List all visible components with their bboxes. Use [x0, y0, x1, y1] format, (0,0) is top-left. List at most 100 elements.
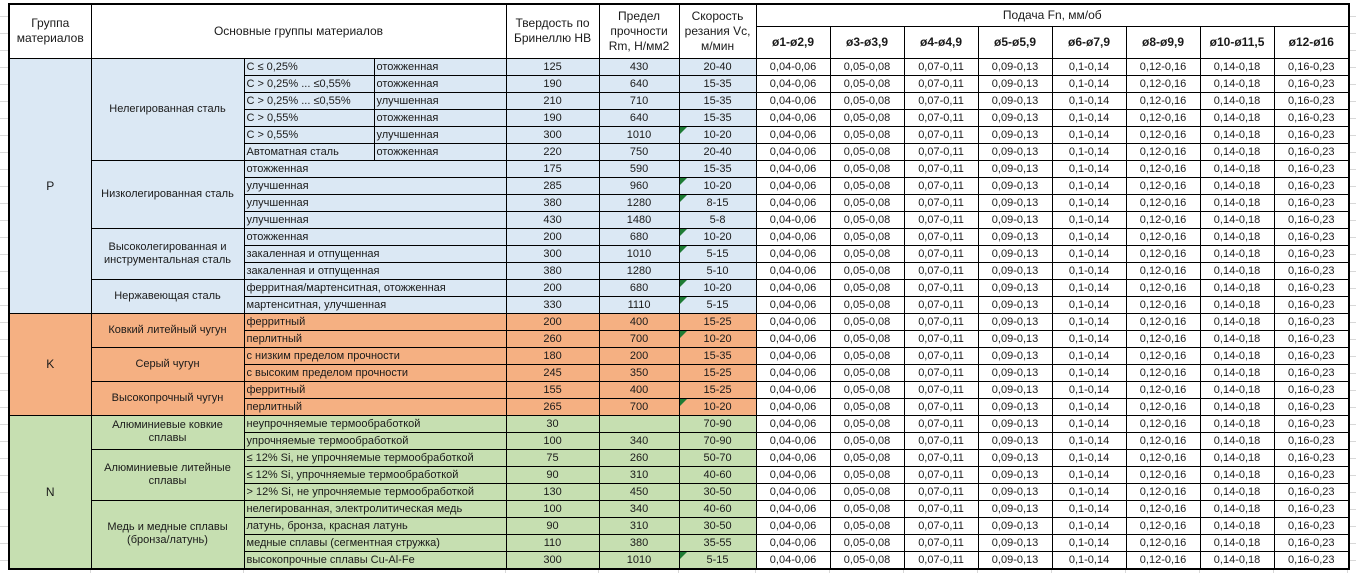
strength-cell: 710	[598, 91, 680, 110]
material-description-cell: закаленная и отпущенная	[243, 261, 507, 280]
material-description-cell: медные сплавы (сегментная стружка)	[243, 533, 507, 552]
feed-value-cell: 0,04-0,06	[755, 312, 831, 331]
feed-value-cell: 0,12-0,16	[1125, 142, 1201, 161]
strength-cell: 310	[598, 465, 680, 484]
feed-value-cell: 0,09-0,13	[977, 363, 1053, 382]
strength-cell: 1480	[598, 210, 680, 229]
feed-value-cell: 0,14-0,18	[1199, 244, 1275, 263]
feed-value-cell: 0,05-0,08	[829, 210, 905, 229]
feed-value-cell: 0,04-0,06	[755, 414, 831, 433]
material-description-cell: отожженная	[243, 227, 507, 246]
feed-value-cell: 0,16-0,23	[1273, 550, 1350, 569]
material-description-cell: высокопрочные сплавы Cu-Al-Fe	[243, 550, 507, 569]
feed-value-cell: 0,12-0,16	[1125, 278, 1201, 297]
feed-value-cell: 0,04-0,06	[755, 363, 831, 382]
feed-value-cell: 0,07-0,11	[903, 74, 979, 93]
strength-cell: 1010	[598, 244, 680, 263]
left-gridline-gutter	[0, 0, 8, 573]
material-description-cell: улучшенная	[243, 176, 507, 195]
feed-value-cell: 0,14-0,18	[1199, 125, 1275, 144]
feed-value-cell: 0,12-0,16	[1125, 550, 1201, 569]
feed-value-cell: 0,07-0,11	[903, 397, 979, 416]
feed-value-cell: 0,1-0,14	[1051, 261, 1127, 280]
feed-value-cell: 0,14-0,18	[1199, 278, 1275, 297]
feed-value-cell: 0,16-0,23	[1273, 91, 1350, 110]
feed-value-cell: 0,07-0,11	[903, 57, 979, 76]
cutting-speed-cell: 5-10	[678, 261, 757, 280]
feed-value-cell: 0,1-0,14	[1051, 482, 1127, 501]
feed-value-cell: 0,09-0,13	[977, 550, 1053, 569]
strength-cell: 640	[598, 108, 680, 127]
feed-value-cell: 0,1-0,14	[1051, 227, 1127, 246]
hardness-cell: 190	[505, 74, 600, 93]
strength-cell: 400	[598, 380, 680, 399]
feed-value-cell: 0,04-0,06	[755, 210, 831, 229]
feed-value-cell: 0,12-0,16	[1125, 397, 1201, 416]
feed-value-cell: 0,14-0,18	[1199, 397, 1275, 416]
feed-value-cell: 0,1-0,14	[1051, 244, 1127, 263]
material-group-name-cell: Низколегированная сталь	[90, 159, 245, 229]
feed-value-cell: 0,14-0,18	[1199, 380, 1275, 399]
feed-value-cell: 0,12-0,16	[1125, 482, 1201, 501]
feed-value-cell: 0,12-0,16	[1125, 414, 1201, 433]
feed-value-cell: 0,07-0,11	[903, 244, 979, 263]
feed-value-cell: 0,05-0,08	[829, 329, 905, 348]
green-corner-marker-icon	[680, 229, 687, 236]
feed-value-cell: 0,07-0,11	[903, 448, 979, 467]
hardness-cell: 300	[505, 125, 600, 144]
feed-value-cell: 0,05-0,08	[829, 448, 905, 467]
material-group-name-cell: Алюминиевые ковкие сплавы	[90, 414, 245, 450]
feed-value-cell: 0,16-0,23	[1273, 465, 1350, 484]
group-letter-cell: K	[8, 312, 92, 416]
feed-value-cell: 0,1-0,14	[1051, 346, 1127, 365]
material-description-cell: мартенситная, улучшенная	[243, 295, 507, 314]
feed-value-cell: 0,12-0,16	[1125, 448, 1201, 467]
feed-value-cell: 0,05-0,08	[829, 397, 905, 416]
feed-value-cell: 0,16-0,23	[1273, 329, 1350, 348]
cutting-speed-cell: 15-35	[678, 74, 757, 93]
feed-value-cell: 0,16-0,23	[1273, 159, 1350, 178]
feed-value-cell: 0,09-0,13	[977, 329, 1053, 348]
hardness-cell: 200	[505, 227, 600, 246]
feed-value-cell: 0,07-0,11	[903, 533, 979, 552]
feed-value-cell: 0,05-0,08	[829, 244, 905, 263]
feed-value-cell: 0,16-0,23	[1273, 193, 1350, 212]
cutting-speed-cell: 15-35	[678, 108, 757, 127]
feed-value-cell: 0,14-0,18	[1199, 465, 1275, 484]
strength-cell: 1280	[598, 193, 680, 212]
carbon-content-cell: C > 0,55%	[243, 125, 375, 144]
feed-value-cell: 0,16-0,23	[1273, 363, 1350, 382]
hardness-cell: 155	[505, 380, 600, 399]
strength-cell: 350	[598, 363, 680, 382]
strength-cell	[598, 414, 680, 433]
feed-value-cell: 0,16-0,23	[1273, 380, 1350, 399]
feed-value-cell: 0,04-0,06	[755, 329, 831, 348]
material-group-name-cell: Алюминиевые литейные сплавы	[90, 448, 245, 501]
feed-value-cell: 0,05-0,08	[829, 431, 905, 450]
hardness-cell: 285	[505, 176, 600, 195]
feed-value-cell: 0,1-0,14	[1051, 278, 1127, 297]
feed-value-cell: 0,12-0,16	[1125, 346, 1201, 365]
material-description-cell: перлитный	[243, 329, 507, 348]
material-description-cell: неупрочняемые термообработкой	[243, 414, 507, 433]
feed-value-cell: 0,16-0,23	[1273, 448, 1350, 467]
header-feed-diameter: ø5-ø5,9	[977, 25, 1053, 59]
feed-value-cell: 0,09-0,13	[977, 380, 1053, 399]
material-group-name-cell: Нелегированная сталь	[90, 57, 245, 161]
carbon-content-cell: C > 0,25% ... ≤0,55%	[243, 74, 375, 93]
hardness-cell: 260	[505, 329, 600, 348]
feed-value-cell: 0,12-0,16	[1125, 516, 1201, 535]
feed-value-cell: 0,04-0,06	[755, 448, 831, 467]
cutting-speed-cell: 20-40	[678, 142, 757, 161]
strength-cell: 340	[598, 499, 680, 518]
feed-value-cell: 0,16-0,23	[1273, 278, 1350, 297]
material-group-name-cell: Высокопрочный чугун	[90, 380, 245, 416]
feed-value-cell: 0,04-0,06	[755, 516, 831, 535]
cutting-speed-cell: 10-20	[678, 176, 757, 195]
material-description-cell: нелегированная, электролитическая медь	[243, 499, 507, 518]
treatment-state-cell: улучшенная	[373, 125, 507, 144]
feed-value-cell: 0,12-0,16	[1125, 329, 1201, 348]
hardness-cell: 90	[505, 516, 600, 535]
feed-value-cell: 0,1-0,14	[1051, 329, 1127, 348]
feed-value-cell: 0,14-0,18	[1199, 363, 1275, 382]
